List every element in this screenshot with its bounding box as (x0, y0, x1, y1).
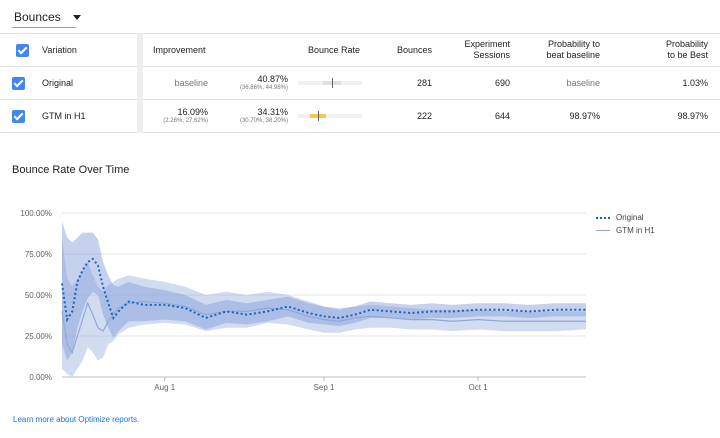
y-tick-label: 75.00% (25, 250, 52, 259)
bounce-rate-range: (36.86%, 44.98%) (239, 85, 288, 91)
improvement-cell: baseline (137, 66, 212, 100)
metric-selector-underline (12, 27, 76, 28)
bounce-rate-value: 40.87% (257, 74, 288, 84)
legend-label-original: Original (616, 213, 644, 222)
y-tick-label: 50.00% (25, 291, 52, 300)
header-best-line2: to be Best (667, 50, 708, 60)
bounces-value: 222 (372, 99, 438, 133)
x-tick-label: Sep 1 (314, 383, 335, 392)
table-row: GTM in H1 16.09% (2.26%, 27.62%) 34.31% … (0, 99, 720, 133)
prob-beat-value: baseline (524, 66, 616, 100)
header-rate-spacer (212, 33, 292, 67)
improvement-cell: 16.09% (2.26%, 27.62%) (137, 99, 212, 133)
series-line-gtm-in-h1 (61, 300, 586, 354)
ci-point-marker (331, 78, 333, 88)
select-all-checkbox[interactable] (15, 43, 29, 57)
chart-title: Bounce Rate Over Time (12, 164, 130, 176)
metric-selector-label: Bounces (14, 10, 61, 24)
learn-more-link[interactable]: Learn more about Optimize reports. (13, 415, 140, 424)
improvement-range: (2.26%, 27.62%) (163, 118, 208, 124)
y-tick-label: 25.00% (25, 332, 52, 341)
x-tick-label: Oct 1 (469, 383, 489, 392)
confidence-band-gtm-in-h1 (62, 237, 586, 377)
legend-swatch-original (596, 216, 610, 219)
legend-item-original[interactable]: Original (596, 211, 655, 224)
ci-bar-cell (292, 66, 372, 100)
sessions-value: 690 (438, 66, 524, 100)
y-tick-label: 100.00% (20, 209, 52, 218)
legend-swatch-gtm-in-h1 (596, 230, 610, 231)
bounce-rate-cell: 34.31% (30.70%, 38.20%) (212, 99, 292, 133)
sessions-value: 644 (438, 99, 524, 133)
x-tick-label: Aug 1 (154, 383, 175, 392)
ci-point-marker (317, 111, 319, 121)
legend-label-gtm-in-h1: GTM in H1 (616, 226, 655, 235)
row-checkbox-gtm-in-h1[interactable] (12, 109, 25, 123)
improvement-value: 16.09% (177, 107, 208, 117)
confidence-band-original (62, 221, 586, 361)
prob-best-value: 98.97% (616, 99, 720, 133)
row-checkbox-original[interactable] (12, 76, 25, 90)
improvement-value: baseline (174, 78, 208, 88)
row-checkbox-cell (0, 66, 32, 100)
prob-beat-value: 98.97% (524, 99, 616, 133)
header-bounce-rate[interactable]: Bounce Rate (292, 33, 372, 67)
header-beat-line2: beat baseline (546, 50, 600, 60)
header-checkbox-cell (0, 33, 32, 67)
header-improvement[interactable]: Improvement (137, 33, 212, 67)
ci-track (298, 114, 362, 118)
bounce-rate-cell: 40.87% (36.86%, 44.98%) (212, 66, 292, 100)
bounce-rate-range: (30.70%, 38.20%) (239, 118, 288, 124)
y-tick-label: 0.00% (29, 373, 52, 382)
header-best-line1: Probability (665, 39, 708, 49)
bounces-value: 281 (372, 66, 438, 100)
table-row: Original baseline 40.87% (36.86%, 44.98%… (0, 66, 720, 100)
header-prob-best[interactable]: Probability to be Best (616, 33, 720, 67)
header-sessions-line2: Sessions (473, 50, 510, 60)
header-variation[interactable]: Variation (32, 33, 140, 67)
variation-name: Original (32, 66, 140, 100)
caret-down-icon (72, 14, 81, 20)
variation-name: GTM in H1 (32, 99, 140, 133)
header-experiment-sessions[interactable]: Experiment Sessions (438, 33, 524, 67)
chart-legend: Original GTM in H1 (596, 211, 655, 237)
bounce-rate-chart: 100.00% 75.00% 50.00% 25.00% 0.00% Aug 1 Sep 1… (20, 209, 586, 392)
prob-best-value: 1.03% (616, 66, 720, 100)
confidence-interval-bar (298, 111, 362, 121)
confidence-interval-bar (298, 78, 362, 88)
table-header-row: Variation Improvement Bounce Rate Bounce… (0, 33, 720, 67)
metric-selector[interactable]: Bounces (14, 8, 81, 26)
header-prob-beat-baseline[interactable]: Probability to beat baseline (524, 33, 616, 67)
variations-table: Variation Improvement Bounce Rate Bounce… (0, 33, 720, 133)
bounce-rate-value: 34.31% (257, 107, 288, 117)
header-sessions-line1: Experiment (464, 39, 510, 49)
row-checkbox-cell (0, 99, 32, 133)
header-bounces[interactable]: Bounces (372, 33, 438, 67)
header-beat-line1: Probability to (547, 39, 600, 49)
legend-item-gtm-in-h1[interactable]: GTM in H1 (596, 224, 655, 237)
ci-bar-cell (292, 99, 372, 133)
